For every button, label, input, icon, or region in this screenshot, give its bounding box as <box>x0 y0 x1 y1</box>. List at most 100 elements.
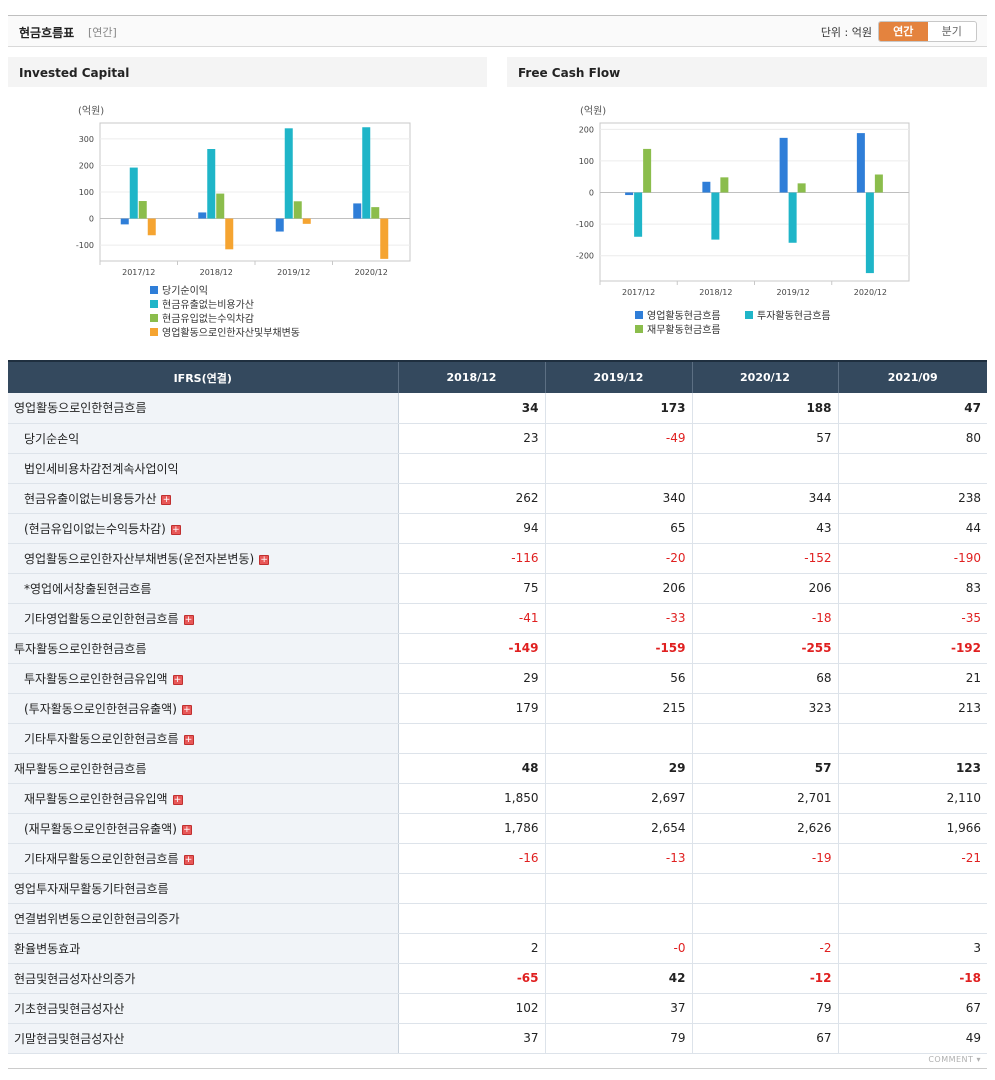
expand-plus-icon[interactable]: + <box>172 794 183 805</box>
free-cash-flow-panel: Free Cash Flow (억원) 200 100 0 -100 -200 2017/1… <box>507 57 987 357</box>
bar <box>797 183 806 193</box>
expand-plus-icon[interactable]: + <box>172 674 183 685</box>
comment-link[interactable]: COMMENT ▾ <box>928 1055 981 1064</box>
row-value: -49 <box>545 423 693 454</box>
row-value <box>692 453 839 484</box>
bar <box>643 148 652 193</box>
row-value: -21 <box>838 843 987 874</box>
row-value: 80 <box>838 423 987 454</box>
bar <box>720 177 729 193</box>
row-value: 344 <box>692 483 839 514</box>
row-value: 2,701 <box>692 783 839 814</box>
row-label-text: 연결범위변동으로인한현금의증가 <box>14 911 180 926</box>
row-value: 213 <box>838 693 987 724</box>
row-label-text: 기타영업활동으로인한현금흐름 <box>24 611 179 626</box>
bar <box>625 192 634 196</box>
table-row: 기타투자활동으로인한현금흐름 + <box>8 723 987 754</box>
table-header-2019: 2019/12 <box>545 360 693 393</box>
cashflow-table: IFRS(연결) 2018/12 2019/12 2020/12 2021/09… <box>8 360 987 1054</box>
row-value <box>545 872 693 904</box>
y-tick-label: 0 <box>89 215 94 224</box>
row-label-text: (재무활동으로인한현금유출액) <box>24 821 177 836</box>
row-label-text: *영업에서창출된현금흐름 <box>24 581 152 596</box>
row-label-text: 현금및현금성자산의증가 <box>14 971 136 986</box>
row-value: -192 <box>838 632 987 664</box>
table-row: (재무활동으로인한현금유출액) +1,786 2,654 2,626 1,966 <box>8 813 987 844</box>
free-cash-flow-title: Free Cash Flow <box>518 66 621 80</box>
legend-swatch <box>150 300 158 308</box>
row-label: 영업투자재무활동기타현금흐름 <box>8 872 399 904</box>
row-value: 23 <box>398 423 546 454</box>
row-label-text: 재무활동으로인한현금유입액 <box>24 791 168 806</box>
quarterly-toggle-button[interactable]: 분기 <box>941 25 962 38</box>
table-row: 기타영업활동으로인한현금흐름 + -41 -33 -18 -35 <box>8 603 987 634</box>
row-label: 기초현금및현금성자산 <box>8 993 399 1024</box>
row-value: 79 <box>545 1023 693 1054</box>
table-row: 환율변동효과 2 -0 -2 3 <box>8 933 987 964</box>
x-tick-label: 2017/12 <box>122 268 155 277</box>
row-value: 56 <box>545 663 693 694</box>
row-value: -18 <box>838 963 987 994</box>
x-tick-label: 2020/12 <box>355 268 388 277</box>
row-value: 21 <box>838 663 987 694</box>
bar <box>207 149 216 219</box>
row-label: 영업활동으로인한자산부채변동(운전자본변동) + <box>8 543 399 574</box>
expand-plus-icon[interactable]: + <box>183 854 194 865</box>
table-header-label: IFRS(연결) <box>8 360 399 393</box>
row-label: 기타투자활동으로인한현금흐름 + <box>8 723 399 754</box>
row-value: 179 <box>398 693 546 724</box>
row-label-text: 영업투자재무활동기타현금흐름 <box>14 881 169 896</box>
expand-plus-icon[interactable]: + <box>181 824 192 835</box>
row-value: 67 <box>692 1023 839 1054</box>
row-label-text: 기말현금및현금성자산 <box>14 1031 125 1046</box>
annual-toggle-button[interactable]: 연간 <box>879 22 928 41</box>
row-label-text: 영업활동으로인한자산부채변동(운전자본변동) <box>24 551 255 566</box>
row-value: 2,654 <box>545 813 693 844</box>
row-value: 68 <box>692 663 839 694</box>
row-value: 57 <box>692 752 839 784</box>
bar <box>353 203 362 219</box>
row-label-text: (투자활동으로인한현금유출액) <box>24 701 177 716</box>
row-value: 94 <box>398 513 546 544</box>
x-tick-label: 2020/12 <box>854 288 887 297</box>
table-row: *영업에서창출된현금흐름 75 206 206 83 <box>8 573 987 604</box>
table-row: 현금및현금성자산의증가 -65 42 -12 -18 <box>8 963 987 994</box>
row-value <box>398 903 546 934</box>
expand-plus-icon[interactable]: + <box>183 734 194 745</box>
comment-label: COMMENT <box>928 1055 974 1064</box>
y-tick-label: 200 <box>579 125 594 134</box>
row-label-text: 당기순손익 <box>24 431 80 446</box>
table-row: 재무활동으로인한현금흐름 48 29 57 123 <box>8 752 987 784</box>
bar <box>362 127 371 219</box>
row-value <box>838 723 987 754</box>
y-tick-label: -100 <box>576 220 594 229</box>
free-cash-flow-chart: (억원) 200 100 0 -100 -200 2017/12 2018/12 2019/12… <box>576 105 910 336</box>
row-value: 48 <box>398 752 546 784</box>
legend-label: 영업활동으로인한자산및부채변동 <box>162 326 300 339</box>
bar <box>138 201 147 219</box>
expand-plus-icon[interactable]: + <box>183 614 194 625</box>
y-axis-unit: (억원) <box>580 105 606 117</box>
row-value <box>398 723 546 754</box>
bar <box>293 201 302 219</box>
bottom-divider <box>8 1068 987 1069</box>
y-tick-label: 200 <box>79 161 94 170</box>
row-label-text: 현금유출이없는비용등가산 <box>24 491 157 506</box>
row-value: 188 <box>692 393 839 424</box>
expand-plus-icon[interactable]: + <box>259 554 270 565</box>
y-axis-unit: (억원) <box>78 105 104 117</box>
table-row: 투자활동으로인한현금흐름 -149 -159 -255 -192 <box>8 632 987 664</box>
row-value: 262 <box>398 483 546 514</box>
row-value: -116 <box>398 543 546 574</box>
row-value: -65 <box>398 963 546 994</box>
row-label: 기타영업활동으로인한현금흐름 + <box>8 603 399 634</box>
x-tick-label: 2018/12 <box>200 268 233 277</box>
row-label: 기말현금및현금성자산 <box>8 1023 399 1054</box>
bar <box>275 218 284 232</box>
row-label-text: 기초현금및현금성자산 <box>14 1001 125 1016</box>
expand-plus-icon[interactable]: + <box>161 494 172 505</box>
bar <box>302 218 311 224</box>
expand-plus-icon[interactable]: + <box>181 704 192 715</box>
table-row: 당기순손익 23 -49 57 80 <box>8 423 987 454</box>
expand-plus-icon[interactable]: + <box>170 524 181 535</box>
